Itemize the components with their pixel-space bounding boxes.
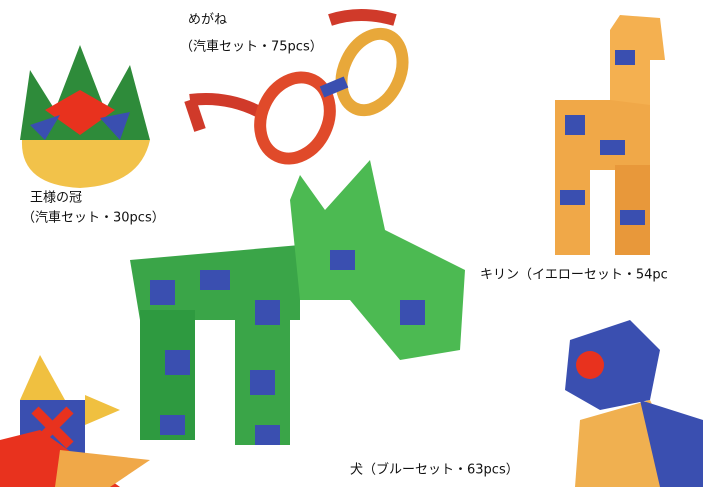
caption: 犬（ブルーセット・63pcs） (350, 462, 519, 478)
caption-set: （汽車セット・30pcs） (22, 211, 165, 226)
caption-name: 王様の冠 (30, 191, 82, 206)
bottom-right-model (565, 320, 703, 487)
caption: キリン（イエローセット・54pc (480, 268, 668, 283)
caption-set: （汽車セット・75pcs） (180, 40, 323, 55)
bottom-left-model (0, 355, 150, 487)
giraffe (555, 15, 665, 255)
crown (20, 45, 150, 188)
glasses (184, 9, 409, 165)
dog (130, 160, 465, 445)
caption-name: めがね (188, 13, 227, 28)
